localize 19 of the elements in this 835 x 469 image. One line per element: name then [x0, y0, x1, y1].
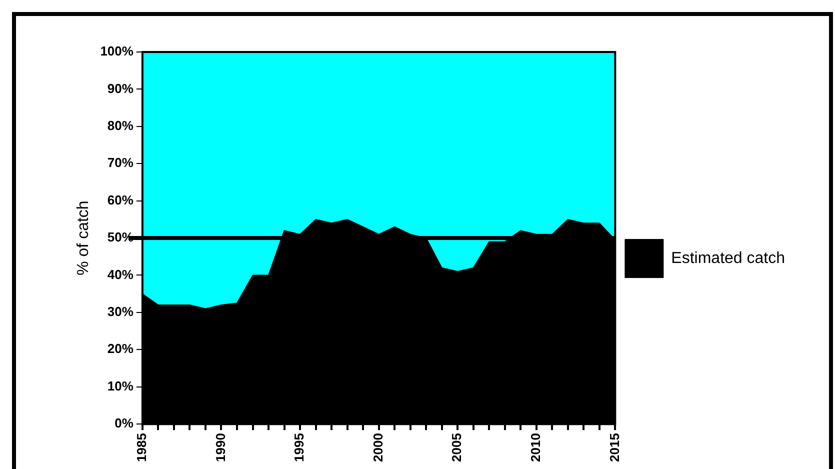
y-tick-label: 80% [107, 118, 134, 133]
y-axis-title: % of catch [75, 200, 92, 276]
y-tick-label: 60% [107, 192, 134, 208]
y-tick-label: 20% [107, 341, 134, 356]
x-tick-label: 2000 [370, 433, 386, 462]
y-tick-label: 10% [107, 378, 134, 394]
y-tick-label: 100% [100, 44, 134, 59]
y-tick-label: 90% [107, 80, 134, 96]
x-tick-label: 2005 [449, 433, 464, 462]
y-tick-label: 0% [114, 416, 134, 431]
y-tick-label: 70% [107, 155, 134, 170]
x-tick-label: 2010 [528, 433, 543, 462]
x-tick-label: 1990 [212, 433, 228, 462]
y-tick-label: 40% [107, 266, 134, 282]
x-tick-label: 1995 [292, 433, 307, 462]
x-tick-label: 1985 [134, 433, 150, 462]
y-tick-label: 30% [107, 304, 134, 320]
x-tick-label: 2015 [606, 433, 622, 462]
legend-label: Estimated catch [671, 250, 785, 267]
